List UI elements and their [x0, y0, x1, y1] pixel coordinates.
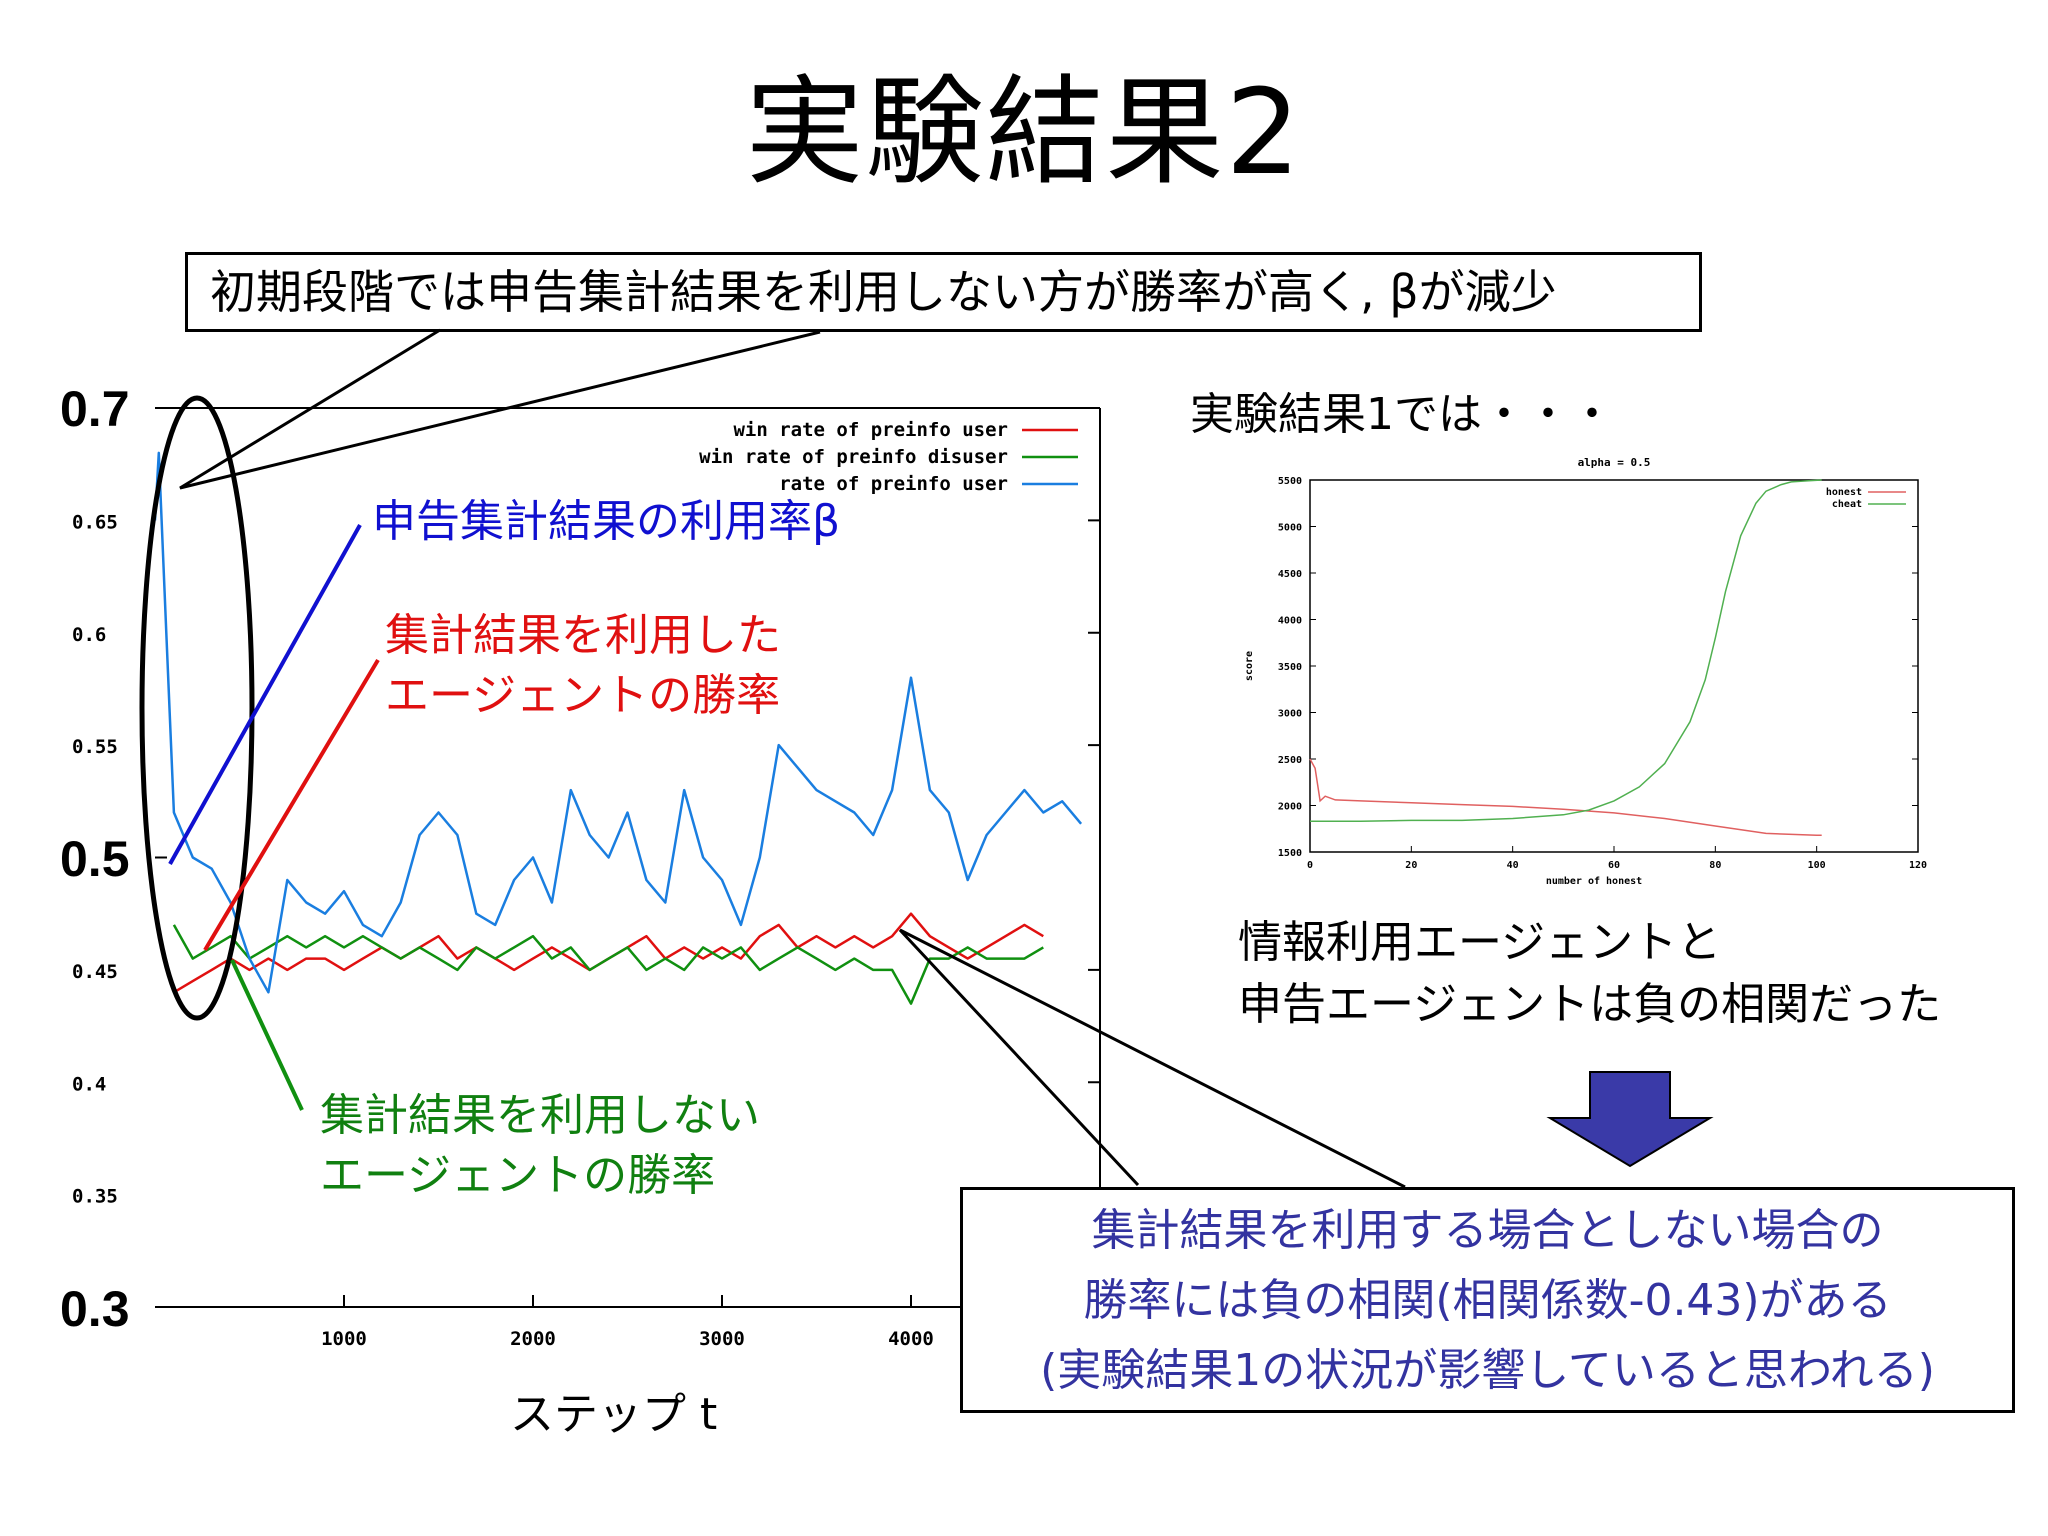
series-line-2 — [172, 924, 1044, 1005]
slide-title: 実験結果2 — [745, 63, 1303, 201]
series-line-3 — [153, 451, 1083, 994]
small-legend-label: cheat — [1832, 499, 1862, 510]
small-chart-title: alpha = 0.5 — [1578, 456, 1651, 469]
annotation-user-line2: エージェントの勝率 — [385, 670, 781, 721]
small-y-tick-label: 2000 — [1278, 802, 1302, 813]
small-y-tick-label: 4000 — [1278, 616, 1302, 627]
small-x-tick-label: 0 — [1307, 860, 1313, 871]
small-x-tick-label: 80 — [1709, 860, 1721, 871]
small-x-tick-label: 60 — [1608, 860, 1620, 871]
pointer-line-beta — [168, 524, 362, 865]
y-label-mid: 0.5 — [60, 831, 130, 887]
legend-label: win rate of preinfo user — [733, 419, 1008, 441]
small-chart-frame: alpha = 0.5 1500 2000 2500 3000 3500 4000 4500 5… — [1244, 456, 1927, 887]
annotation-usage-rate: 申告集計結果の利用率β — [372, 496, 841, 547]
small-y-tick-label: 3500 — [1278, 662, 1302, 673]
annotation-disuser-line1: 集計結果を利用しない — [320, 1090, 760, 1141]
small-x-tick-label: 100 — [1808, 860, 1826, 871]
small-y-tick-label: 1500 — [1278, 848, 1302, 859]
small-chart: alpha = 0.5 1500 2000 2500 3000 3500 4000 4500 5… — [1244, 456, 1927, 887]
annotation-user-winrate: 集計結果を利用した エージェントの勝率 — [385, 606, 781, 726]
y-tick-label: 0.65 — [72, 511, 118, 533]
bottom-callout-line1: 集計結果を利用する場合としない場合の — [1091, 1205, 1884, 1256]
small-y-tick-label: 4500 — [1278, 569, 1302, 580]
legend-label: rate of preinfo user — [779, 473, 1008, 495]
x-tick-label: 2000 — [510, 1328, 556, 1350]
top-callout-text: 初期段階では申告集計結果を利用しない方が勝率が高く, βが減少 — [210, 265, 1557, 319]
small-x-tick-label: 120 — [1909, 860, 1927, 871]
annotation-disuser-winrate: 集計結果を利用しない エージェントの勝率 — [320, 1086, 760, 1206]
correlation-note: 情報利用エージェントと 申告エージェントは負の相関だった — [1238, 912, 1941, 1036]
bottom-callout-line3: (実験結果1の状況が影響していると思われる) — [1040, 1345, 1935, 1396]
annotation-user-line1: 集計結果を利用した — [385, 610, 781, 661]
legend-label: win rate of preinfo disuser — [699, 446, 1008, 468]
pointer-line-disuser — [230, 959, 304, 1111]
small-y-axis-label: score — [1244, 651, 1255, 681]
y-tick-label: 0.35 — [72, 1186, 118, 1208]
top-callout: 初期段階では申告集計結果を利用しない方が勝率が高く, βが減少 — [185, 252, 1702, 332]
exp1-note: 実験結果1では・・・ — [1190, 389, 1614, 440]
correlation-note-line2: 申告エージェントは負の相関だった — [1238, 979, 1942, 1030]
small-x-tick-label: 40 — [1507, 860, 1519, 871]
bottom-callout-pointer — [898, 928, 1406, 1189]
main-chart-series — [153, 451, 1083, 1005]
small-x-tick-label: 20 — [1405, 860, 1417, 871]
top-callout-pointer — [179, 328, 821, 490]
small-chart-series — [1309, 479, 1822, 837]
bottom-callout-line2: 勝率には負の相関(相関係数-0.43)がある — [1083, 1275, 1892, 1326]
x-tick-label: 3000 — [699, 1328, 745, 1350]
x-tick-label: 4000 — [888, 1328, 934, 1350]
small-legend-label: honest — [1826, 487, 1862, 498]
correlation-note-line1: 情報利用エージェントと — [1238, 917, 1722, 968]
y-label-top: 0.7 — [60, 381, 130, 437]
small-y-tick-label: 3000 — [1278, 709, 1302, 720]
x-axis-label: ステップ t — [510, 1389, 718, 1440]
y-tick-label: 0.55 — [72, 736, 118, 758]
y-label-bottom: 0.3 — [60, 1281, 130, 1337]
main-chart-ticks: 0.65 0.6 0.55 0.45 0.4 0.35 1000 2000 3000 4000 — [72, 407, 1100, 1350]
small-y-tick-label: 5000 — [1278, 523, 1302, 534]
small-series-line-1 — [1309, 758, 1822, 837]
callout-pointer-lines — [139, 328, 1406, 1189]
y-tick-label: 0.45 — [72, 961, 118, 983]
bottom-callout: 集計結果を利用する場合としない場合の 勝率には負の相関(相関係数-0.43)があ… — [960, 1187, 2015, 1413]
down-arrow-icon — [1546, 1071, 1714, 1168]
main-chart-frame — [155, 407, 1101, 1308]
highlight-ellipse — [139, 395, 255, 1021]
small-series-line-2 — [1310, 479, 1822, 823]
y-tick-label: 0.4 — [72, 1073, 106, 1095]
small-y-tick-label: 2500 — [1278, 755, 1302, 766]
small-y-tick-label: 5500 — [1278, 476, 1302, 487]
main-chart-legend: win rate of preinfo user win rate of prei… — [699, 419, 1078, 495]
x-tick-label: 1000 — [321, 1328, 367, 1350]
small-plot-area — [1309, 479, 1919, 853]
small-x-axis-label: number of honest — [1546, 876, 1642, 887]
plot-area — [155, 408, 1100, 1307]
y-tick-label: 0.6 — [72, 624, 106, 646]
pointer-line-user — [203, 658, 380, 952]
annotation-disuser-line2: エージェントの勝率 — [320, 1150, 716, 1201]
